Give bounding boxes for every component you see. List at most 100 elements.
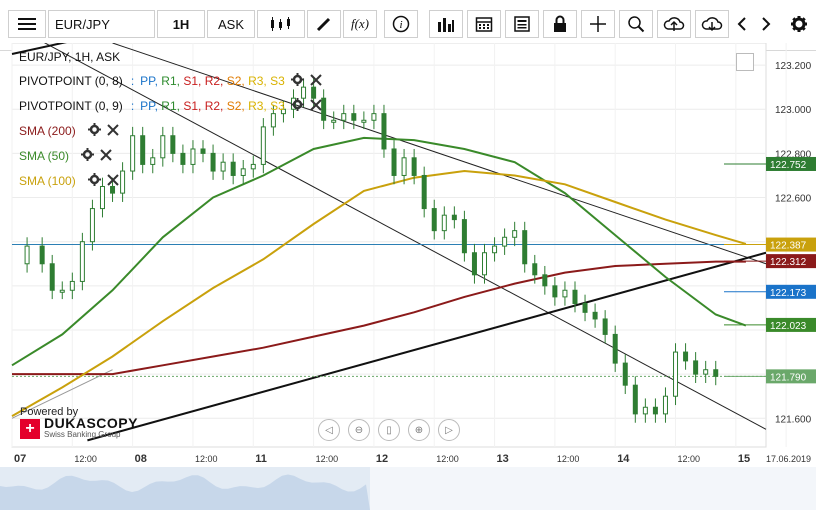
lock-icon[interactable] [543, 10, 577, 38]
sma-200-label: SMA (200) [19, 124, 76, 138]
candle-body [421, 174, 427, 210]
hamburger-menu-icon[interactable] [8, 10, 46, 38]
candle-type-icon[interactable] [257, 10, 305, 38]
candle-body [471, 252, 477, 276]
pivot-2-settings-gear-icon[interactable] [290, 98, 304, 114]
candle-body [391, 148, 397, 176]
y-tick-label: 121.600 [775, 414, 812, 425]
candle-body [371, 113, 377, 121]
candle-body [602, 318, 608, 335]
candle-body [260, 126, 266, 165]
draw-pencil-icon[interactable] [307, 10, 341, 38]
x-tick-label: 07 [14, 453, 26, 465]
candle-body [441, 214, 447, 232]
pivot-1-settings-gear-icon[interactable] [290, 73, 304, 89]
sma-100-close-icon[interactable] [106, 173, 119, 189]
candle-body [220, 161, 226, 172]
sma-200-settings-gear-icon[interactable] [87, 123, 101, 139]
candle-body [170, 135, 176, 154]
legend-sma-200: SMA (200) [19, 122, 119, 140]
zoom-out-icon[interactable]: ⊖ [348, 419, 370, 441]
trend-line [112, 43, 767, 265]
pivot-2-s3: S3 [270, 99, 285, 113]
x-tick-label: 12:00 [436, 454, 459, 464]
timeframe-selector[interactable]: 1H [157, 10, 205, 38]
trend-line [11, 43, 67, 56]
price-tag [766, 156, 816, 171]
candle-body [482, 252, 488, 276]
candle-body [642, 406, 648, 415]
expand-chart-icon[interactable] [736, 53, 754, 71]
sma-50-settings-gear-icon[interactable] [81, 148, 95, 164]
price-tag-label: 122.173 [770, 288, 807, 299]
indicator-fx-icon[interactable]: f(x) [343, 10, 377, 38]
pivot-2-s1: S1, [183, 99, 202, 113]
candle-body [532, 263, 538, 276]
trend-line [11, 369, 113, 419]
y-tick-label: 122.800 [775, 149, 812, 160]
legend-pivot-1: PIVOTPOINT (0, 8) : PP, R1, S1, R2, S2, … [19, 72, 322, 90]
candle-body [130, 135, 136, 172]
candle-body [502, 236, 508, 247]
candle-body [210, 152, 216, 172]
calendar-icon[interactable] [467, 10, 501, 38]
zoom-in-icon[interactable]: ⊕ [408, 419, 430, 441]
news-icon[interactable] [505, 10, 539, 38]
price-tag [766, 369, 816, 384]
candle-body [431, 208, 437, 232]
download-cloud-icon[interactable] [695, 10, 729, 38]
price-tag [766, 317, 816, 332]
info-icon[interactable]: i [384, 10, 418, 38]
svg-text:i: i [399, 19, 402, 31]
settings-gear-icon[interactable] [786, 10, 812, 38]
pivot-s1: S1, [183, 74, 202, 88]
side-selector[interactable]: ASK [207, 10, 255, 38]
price-chart[interactable]: 123.200 123.000 122.800 122.600 121.600 07 12:… [0, 43, 816, 510]
candle-body [24, 245, 30, 265]
pivot-2-close-icon[interactable] [310, 98, 322, 114]
x-tick-label: 11 [255, 453, 267, 465]
pivot-s2: S2, [226, 74, 245, 88]
candle-body [401, 157, 407, 176]
fit-chart-icon[interactable]: ▯ [378, 419, 400, 441]
pivot-r3: R3, [248, 74, 267, 88]
x-tick-label: 12:00 [74, 454, 97, 464]
pivot-1-sep: : [130, 74, 135, 88]
scroll-right-icon[interactable]: ▷ [438, 419, 460, 441]
x-tick-label: 17.06.2019 [766, 454, 811, 464]
sma-line-100 [11, 169, 747, 417]
chevron-right-icon[interactable] [755, 10, 777, 38]
candle-body [39, 245, 45, 265]
sma-200-close-icon[interactable] [106, 123, 119, 139]
scroll-left-icon[interactable]: ◁ [318, 419, 340, 441]
x-tick-label: 13 [497, 453, 509, 465]
chevron-left-icon[interactable] [731, 10, 753, 38]
pivot-2-r3: R3, [248, 99, 267, 113]
crosshair-icon[interactable] [581, 10, 615, 38]
brand-name: DUKASCOPY [44, 415, 138, 431]
dukascopy-logo: + DUKASCOPY Swiss Banking Group [20, 415, 138, 440]
x-tick-label: 12:00 [316, 454, 339, 464]
instrument-selector[interactable]: EUR/JPY [48, 10, 155, 38]
candle-body [140, 135, 146, 165]
x-tick-label: 12:00 [195, 454, 218, 464]
pivot-2-pp: PP, [140, 99, 158, 113]
candle-body [683, 351, 689, 362]
pivot-pp: PP, [140, 74, 158, 88]
upload-cloud-icon[interactable] [657, 10, 691, 38]
candle-body [451, 214, 457, 221]
side-label: ASK [217, 16, 244, 32]
legend-title: EUR/JPY, 1H, ASK [19, 50, 121, 64]
pivot-2-s2: S2, [226, 99, 245, 113]
volume-bars-icon[interactable] [429, 10, 463, 38]
candle-body [59, 289, 65, 293]
chart-area[interactable]: 123.200 123.000 122.800 122.600 121.600 07 12:… [0, 43, 816, 510]
sma-line-200 [12, 260, 746, 376]
candle-body [612, 333, 618, 364]
sma-50-close-icon[interactable] [100, 148, 112, 164]
pivot-1-close-icon[interactable] [310, 73, 322, 89]
candle-body [492, 245, 498, 254]
zoom-search-icon[interactable] [619, 10, 653, 38]
y-tick-label: 123.000 [775, 105, 812, 116]
sma-100-settings-gear-icon[interactable] [87, 173, 101, 189]
